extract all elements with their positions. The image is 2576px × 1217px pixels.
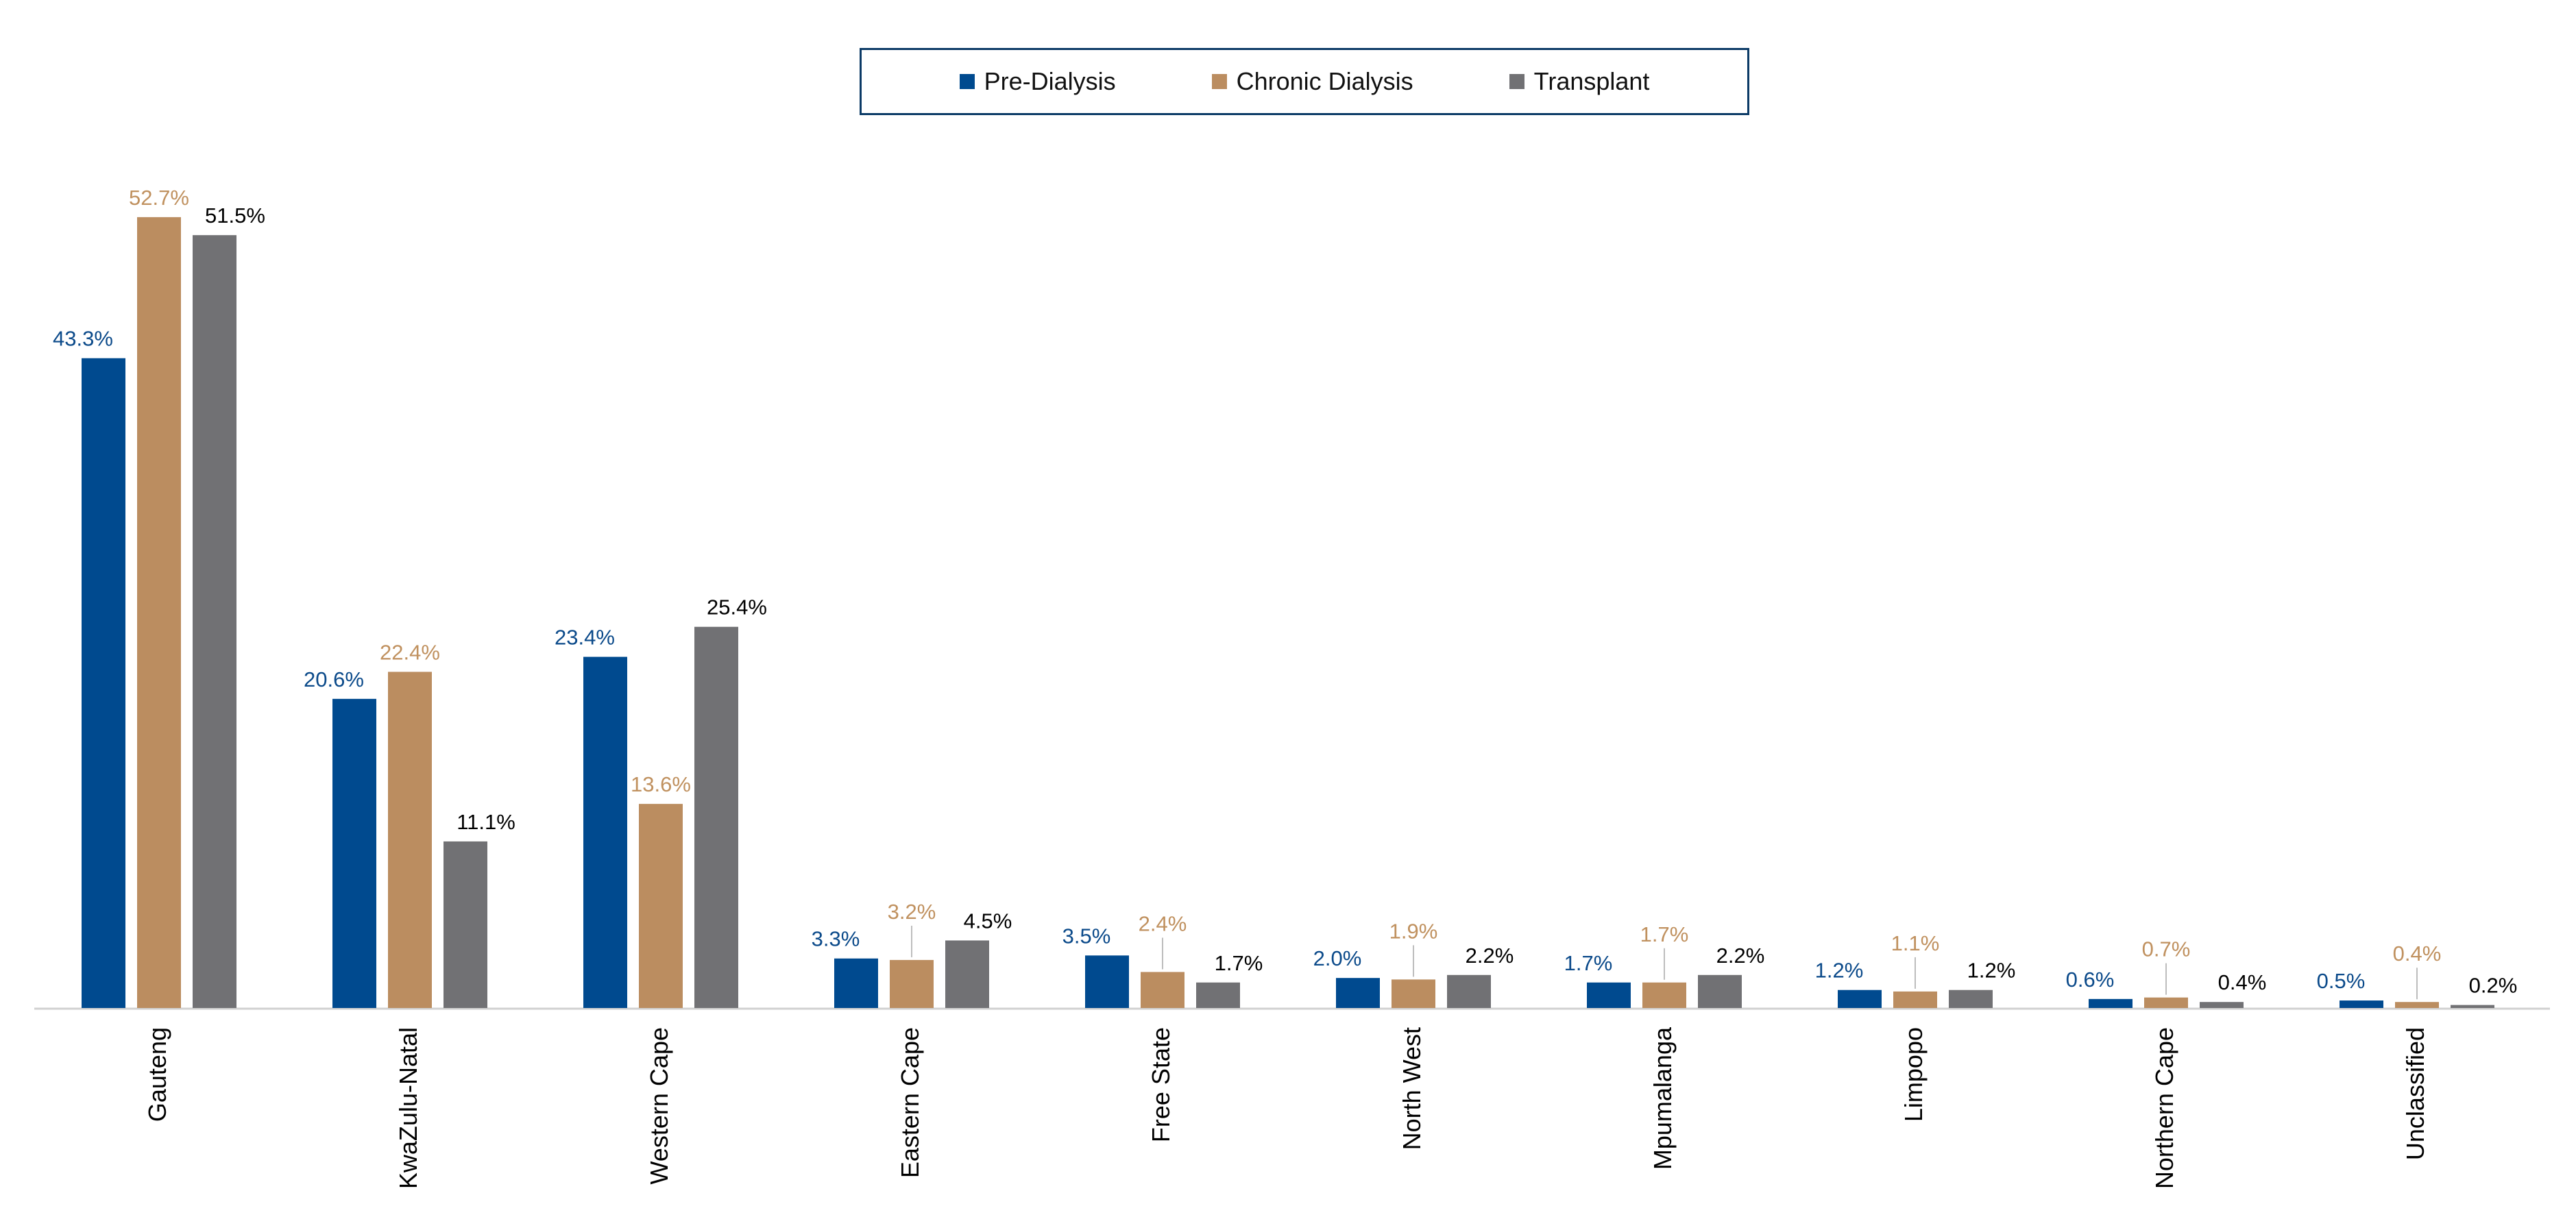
x-tick-label-limpopo: Limpopo bbox=[1899, 1027, 1928, 1122]
data-label-pre-dialysis-north-west: 2.0% bbox=[1313, 946, 1362, 970]
bar-chronic-dialysis-unclassified bbox=[2395, 1002, 2439, 1008]
legend-item-pre-dialysis: Pre-Dialysis bbox=[959, 67, 1116, 96]
legend-swatch-chronic-dialysis bbox=[1211, 74, 1227, 89]
bar-chronic-dialysis-gauteng bbox=[137, 217, 181, 1008]
x-tick-label-kwazulu-natal: KwaZulu-Natal bbox=[394, 1027, 422, 1189]
data-label-chronic-dialysis-northern-cape: 0.7% bbox=[2142, 937, 2191, 961]
data-label-chronic-dialysis-gauteng: 52.7% bbox=[129, 186, 189, 210]
data-label-pre-dialysis-eastern-cape: 3.3% bbox=[812, 927, 860, 951]
data-label-pre-dialysis-unclassified: 0.5% bbox=[2317, 969, 2366, 993]
data-label-transplant-unclassified: 0.2% bbox=[2469, 974, 2518, 998]
bar-pre-dialysis-north-west bbox=[1336, 978, 1380, 1008]
data-label-pre-dialysis-kwazulu-natal: 20.6% bbox=[304, 667, 364, 691]
bar-chronic-dialysis-northern-cape bbox=[2144, 997, 2188, 1008]
data-label-chronic-dialysis-eastern-cape: 3.2% bbox=[888, 900, 936, 924]
legend-item-transplant: Transplant bbox=[1509, 67, 1650, 96]
x-tick-label-eastern-cape: Eastern Cape bbox=[896, 1027, 924, 1178]
data-label-pre-dialysis-northern-cape: 0.6% bbox=[2066, 968, 2115, 992]
x-tick-label-unclassified: Unclassified bbox=[2401, 1027, 2429, 1160]
legend-swatch-transplant bbox=[1509, 74, 1524, 89]
data-label-chronic-dialysis-free-state: 2.4% bbox=[1139, 911, 1187, 935]
bar-pre-dialysis-unclassified bbox=[2340, 1000, 2383, 1008]
bar-transplant-kwazulu-natal bbox=[443, 841, 487, 1008]
data-label-chronic-dialysis-kwazulu-natal: 22.4% bbox=[380, 640, 440, 664]
bar-chronic-dialysis-western-cape bbox=[639, 804, 683, 1008]
bar-chronic-dialysis-mpumalanga bbox=[1642, 982, 1686, 1008]
bar-pre-dialysis-gauteng bbox=[82, 358, 125, 1008]
data-label-pre-dialysis-western-cape: 23.4% bbox=[555, 626, 615, 650]
bar-transplant-free-state bbox=[1196, 982, 1240, 1008]
data-label-chronic-dialysis-north-west: 1.9% bbox=[1389, 919, 1438, 943]
data-label-chronic-dialysis-western-cape: 13.6% bbox=[631, 772, 691, 796]
data-label-pre-dialysis-limpopo: 1.2% bbox=[1815, 959, 1864, 983]
bar-transplant-north-west bbox=[1447, 974, 1491, 1008]
bar-chronic-dialysis-free-state bbox=[1141, 972, 1184, 1008]
bar-chronic-dialysis-limpopo bbox=[1893, 991, 1937, 1008]
bar-chronic-dialysis-eastern-cape bbox=[890, 959, 934, 1008]
bar-transplant-limpopo bbox=[1949, 989, 1993, 1008]
x-tick-label-gauteng: Gauteng bbox=[143, 1027, 171, 1122]
legend-swatch-pre-dialysis bbox=[959, 74, 975, 89]
bar-chronic-dialysis-kwazulu-natal bbox=[388, 672, 432, 1008]
data-label-transplant-mpumalanga: 2.2% bbox=[1716, 944, 1765, 968]
data-label-transplant-northern-cape: 0.4% bbox=[2218, 970, 2267, 994]
bar-pre-dialysis-western-cape bbox=[583, 656, 627, 1008]
bar-transplant-western-cape bbox=[694, 626, 738, 1008]
data-label-pre-dialysis-gauteng: 43.3% bbox=[53, 327, 113, 351]
x-tick-label-mpumalanga: Mpumalanga bbox=[1649, 1027, 1677, 1170]
bar-pre-dialysis-free-state bbox=[1085, 955, 1129, 1008]
bar-transplant-unclassified bbox=[2451, 1005, 2494, 1008]
legend: Pre-Dialysis Chronic Dialysis Transplant bbox=[860, 48, 1749, 115]
data-label-pre-dialysis-free-state: 3.5% bbox=[1062, 924, 1111, 948]
data-label-transplant-gauteng: 51.5% bbox=[205, 204, 265, 228]
data-label-transplant-free-state: 1.7% bbox=[1215, 951, 1263, 975]
data-label-transplant-limpopo: 1.2% bbox=[1967, 959, 2016, 983]
bar-pre-dialysis-eastern-cape bbox=[834, 958, 878, 1008]
legend-label-transplant: Transplant bbox=[1533, 67, 1650, 95]
bar-transplant-gauteng bbox=[193, 235, 236, 1008]
data-label-transplant-north-west: 2.2% bbox=[1466, 944, 1514, 968]
data-label-pre-dialysis-mpumalanga: 1.7% bbox=[1564, 951, 1613, 975]
bar-pre-dialysis-kwazulu-natal bbox=[332, 698, 376, 1008]
data-label-transplant-western-cape: 25.4% bbox=[707, 595, 767, 619]
legend-item-chronic-dialysis: Chronic Dialysis bbox=[1211, 67, 1413, 96]
bar-transplant-mpumalanga bbox=[1698, 974, 1742, 1008]
data-label-chronic-dialysis-mpumalanga: 1.7% bbox=[1640, 922, 1689, 946]
x-tick-label-north-west: North West bbox=[1398, 1027, 1426, 1150]
x-tick-label-northern-cape: Northern Cape bbox=[2150, 1027, 2178, 1189]
data-label-chronic-dialysis-limpopo: 1.1% bbox=[1891, 931, 1940, 955]
x-tick-label-free-state: Free State bbox=[1147, 1027, 1175, 1142]
bar-pre-dialysis-northern-cape bbox=[2089, 998, 2133, 1008]
legend-label-pre-dialysis: Pre-Dialysis bbox=[984, 67, 1116, 95]
x-tick-label-western-cape: Western Cape bbox=[645, 1027, 673, 1184]
bar-transplant-eastern-cape bbox=[945, 940, 989, 1008]
bar-chronic-dialysis-north-west bbox=[1392, 979, 1435, 1008]
bar-pre-dialysis-mpumalanga bbox=[1587, 982, 1631, 1008]
legend-label-chronic-dialysis: Chronic Dialysis bbox=[1236, 67, 1413, 95]
bar-transplant-northern-cape bbox=[2200, 1002, 2244, 1008]
bar-pre-dialysis-limpopo bbox=[1838, 989, 1882, 1008]
data-label-chronic-dialysis-unclassified: 0.4% bbox=[2393, 942, 2442, 966]
data-label-transplant-eastern-cape: 4.5% bbox=[964, 909, 1012, 933]
data-label-transplant-kwazulu-natal: 11.1% bbox=[457, 810, 515, 834]
